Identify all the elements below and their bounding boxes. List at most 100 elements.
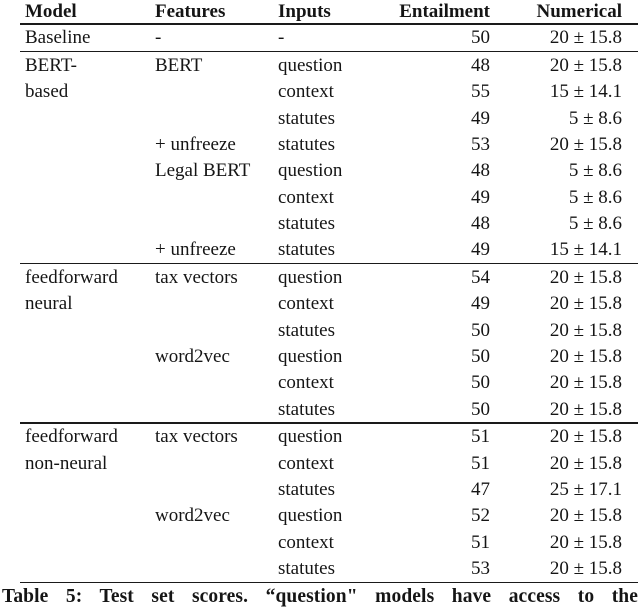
table-cell: 20 ± 15.8 xyxy=(549,426,622,448)
table-cell: 25 ± 17.1 xyxy=(549,479,622,501)
table-cell: question xyxy=(278,55,343,77)
table-cell: question xyxy=(278,426,343,448)
table-cell: BERT- xyxy=(25,55,77,77)
table-cell: context xyxy=(278,452,334,474)
table-cell: Baseline xyxy=(25,27,91,49)
table-cell: 15 ± 14.1 xyxy=(549,81,622,103)
table-cell: non-neural xyxy=(25,452,108,474)
table-row: statutes 53 20 ± 15.8 xyxy=(0,555,640,581)
table-cell: Legal BERT xyxy=(155,160,251,182)
table-cell: 47 xyxy=(471,479,490,501)
section-rule xyxy=(20,50,638,53)
table-cell: + unfreeze xyxy=(155,239,236,261)
column-header-inputs: Inputs xyxy=(278,1,331,22)
table-row: context 49 5 ± 8.6 xyxy=(0,184,640,210)
table-cell: 20 ± 15.8 xyxy=(549,372,622,394)
table-row: non-neural context 51 20 ± 15.8 xyxy=(0,450,640,476)
table-cell: 49 xyxy=(471,239,490,261)
table-cell: 20 ± 15.8 xyxy=(549,27,622,49)
table-cell: 20 ± 15.8 xyxy=(549,398,622,420)
table-section-baseline: Baseline - - 50 20 ± 15.8 xyxy=(0,25,640,51)
table-cell: statutes xyxy=(278,134,335,156)
table-row: context 51 20 ± 15.8 xyxy=(0,529,640,555)
table-cell: 50 xyxy=(471,345,490,367)
table-section-feedforward-non-neural: feedforward tax vectors question 51 20 ± 15.… xyxy=(0,424,640,582)
table-row: feedforward tax vectors question 51 20 ± 15.… xyxy=(0,424,640,450)
section-rule xyxy=(20,262,638,265)
table-row: statutes 50 20 ± 15.8 xyxy=(0,396,640,422)
table-cell: 51 xyxy=(471,531,490,553)
table-row: context 50 20 ± 15.8 xyxy=(0,370,640,396)
header-rule xyxy=(20,23,638,25)
table-cell: tax vectors xyxy=(155,426,238,448)
table-section-bert-based: BERT- BERT question 48 20 ± 15.8 based context… xyxy=(0,52,640,262)
table-section-feedforward-neural: feedforward tax vectors question 54 20 ± 15.… xyxy=(0,264,640,422)
table-cell: 20 ± 15.8 xyxy=(549,505,622,527)
table-cell: 49 xyxy=(471,107,490,129)
table-row: + unfreeze statutes 49 15 ± 14.1 xyxy=(0,237,640,263)
table-caption: Table 5: Test set scores. “question" mod… xyxy=(2,586,638,608)
table-cell: word2vec xyxy=(155,505,230,527)
table-cell: question xyxy=(278,505,343,527)
table-row: + unfreeze statutes 53 20 ± 15.8 xyxy=(0,131,640,157)
column-header-numerical: Numerical xyxy=(536,1,622,22)
table-cell: statutes xyxy=(278,239,335,261)
table-cell: 20 ± 15.8 xyxy=(549,345,622,367)
table-cell: based xyxy=(25,81,69,103)
table-cell: 20 ± 15.8 xyxy=(549,267,622,289)
table-row: based context 55 15 ± 14.1 xyxy=(0,79,640,105)
table-cell: 5 ± 8.6 xyxy=(568,212,622,234)
table-cell: 49 xyxy=(471,293,490,315)
table-cell: 52 xyxy=(471,505,490,527)
table-cell: 20 ± 15.8 xyxy=(549,293,622,315)
table-cell: 51 xyxy=(471,452,490,474)
table-cell: statutes xyxy=(278,479,335,501)
table-row: neural context 49 20 ± 15.8 xyxy=(0,291,640,317)
table-cell: statutes xyxy=(278,212,335,234)
table-cell: statutes xyxy=(278,398,335,420)
results-table-body: Baseline - - 50 20 ± 15.8 BERT- BERT question 48… xyxy=(0,25,640,584)
table-cell: - xyxy=(278,27,285,49)
table-cell: word2vec xyxy=(155,345,230,367)
table-cell: context xyxy=(278,81,334,103)
table-cell: statutes xyxy=(278,107,335,129)
table-cell: 20 ± 15.8 xyxy=(549,557,622,579)
column-header-features: Features xyxy=(155,1,226,22)
table-row: BERT- BERT question 48 20 ± 15.8 xyxy=(0,52,640,78)
table-cell: BERT xyxy=(155,55,203,77)
table-cell: neural xyxy=(25,293,73,315)
table-row: word2vec question 50 20 ± 15.8 xyxy=(0,343,640,369)
table-cell: 5 ± 8.6 xyxy=(568,160,622,182)
table-cell: 48 xyxy=(471,160,490,182)
table-cell: 55 xyxy=(471,81,490,103)
table-cell: + unfreeze xyxy=(155,134,236,156)
table-cell: statutes xyxy=(278,557,335,579)
table-cell: question xyxy=(278,160,343,182)
table-cell: question xyxy=(278,345,343,367)
table-cell: 53 xyxy=(471,557,490,579)
section-rule xyxy=(20,581,638,584)
table-row: Baseline - - 50 20 ± 15.8 xyxy=(0,25,640,51)
table-cell: 20 ± 15.8 xyxy=(549,134,622,156)
table-row: feedforward tax vectors question 54 20 ± 15.… xyxy=(0,264,640,290)
column-header-entailment: Entailment xyxy=(399,1,490,22)
table-row: statutes 50 20 ± 15.8 xyxy=(0,317,640,343)
table-cell: 50 xyxy=(471,27,490,49)
table-cell: 20 ± 15.8 xyxy=(549,452,622,474)
table-row: Legal BERT question 48 5 ± 8.6 xyxy=(0,158,640,184)
table-row: word2vec question 52 20 ± 15.8 xyxy=(0,503,640,529)
table-cell: 51 xyxy=(471,426,490,448)
table-row: statutes 47 25 ± 17.1 xyxy=(0,476,640,502)
table-cell: 50 xyxy=(471,319,490,341)
table-cell: 20 ± 15.8 xyxy=(549,55,622,77)
table-cell: 5 ± 8.6 xyxy=(568,186,622,208)
table-cell: feedforward xyxy=(25,267,118,289)
table-header-row: Model Features Inputs Entailment Numeric… xyxy=(0,0,640,23)
table-cell: tax vectors xyxy=(155,267,238,289)
table-cell: - xyxy=(155,27,162,49)
table-cell: 5 ± 8.6 xyxy=(568,107,622,129)
table-cell: 53 xyxy=(471,134,490,156)
table-cell: 48 xyxy=(471,212,490,234)
table-cell: 20 ± 15.8 xyxy=(549,531,622,553)
